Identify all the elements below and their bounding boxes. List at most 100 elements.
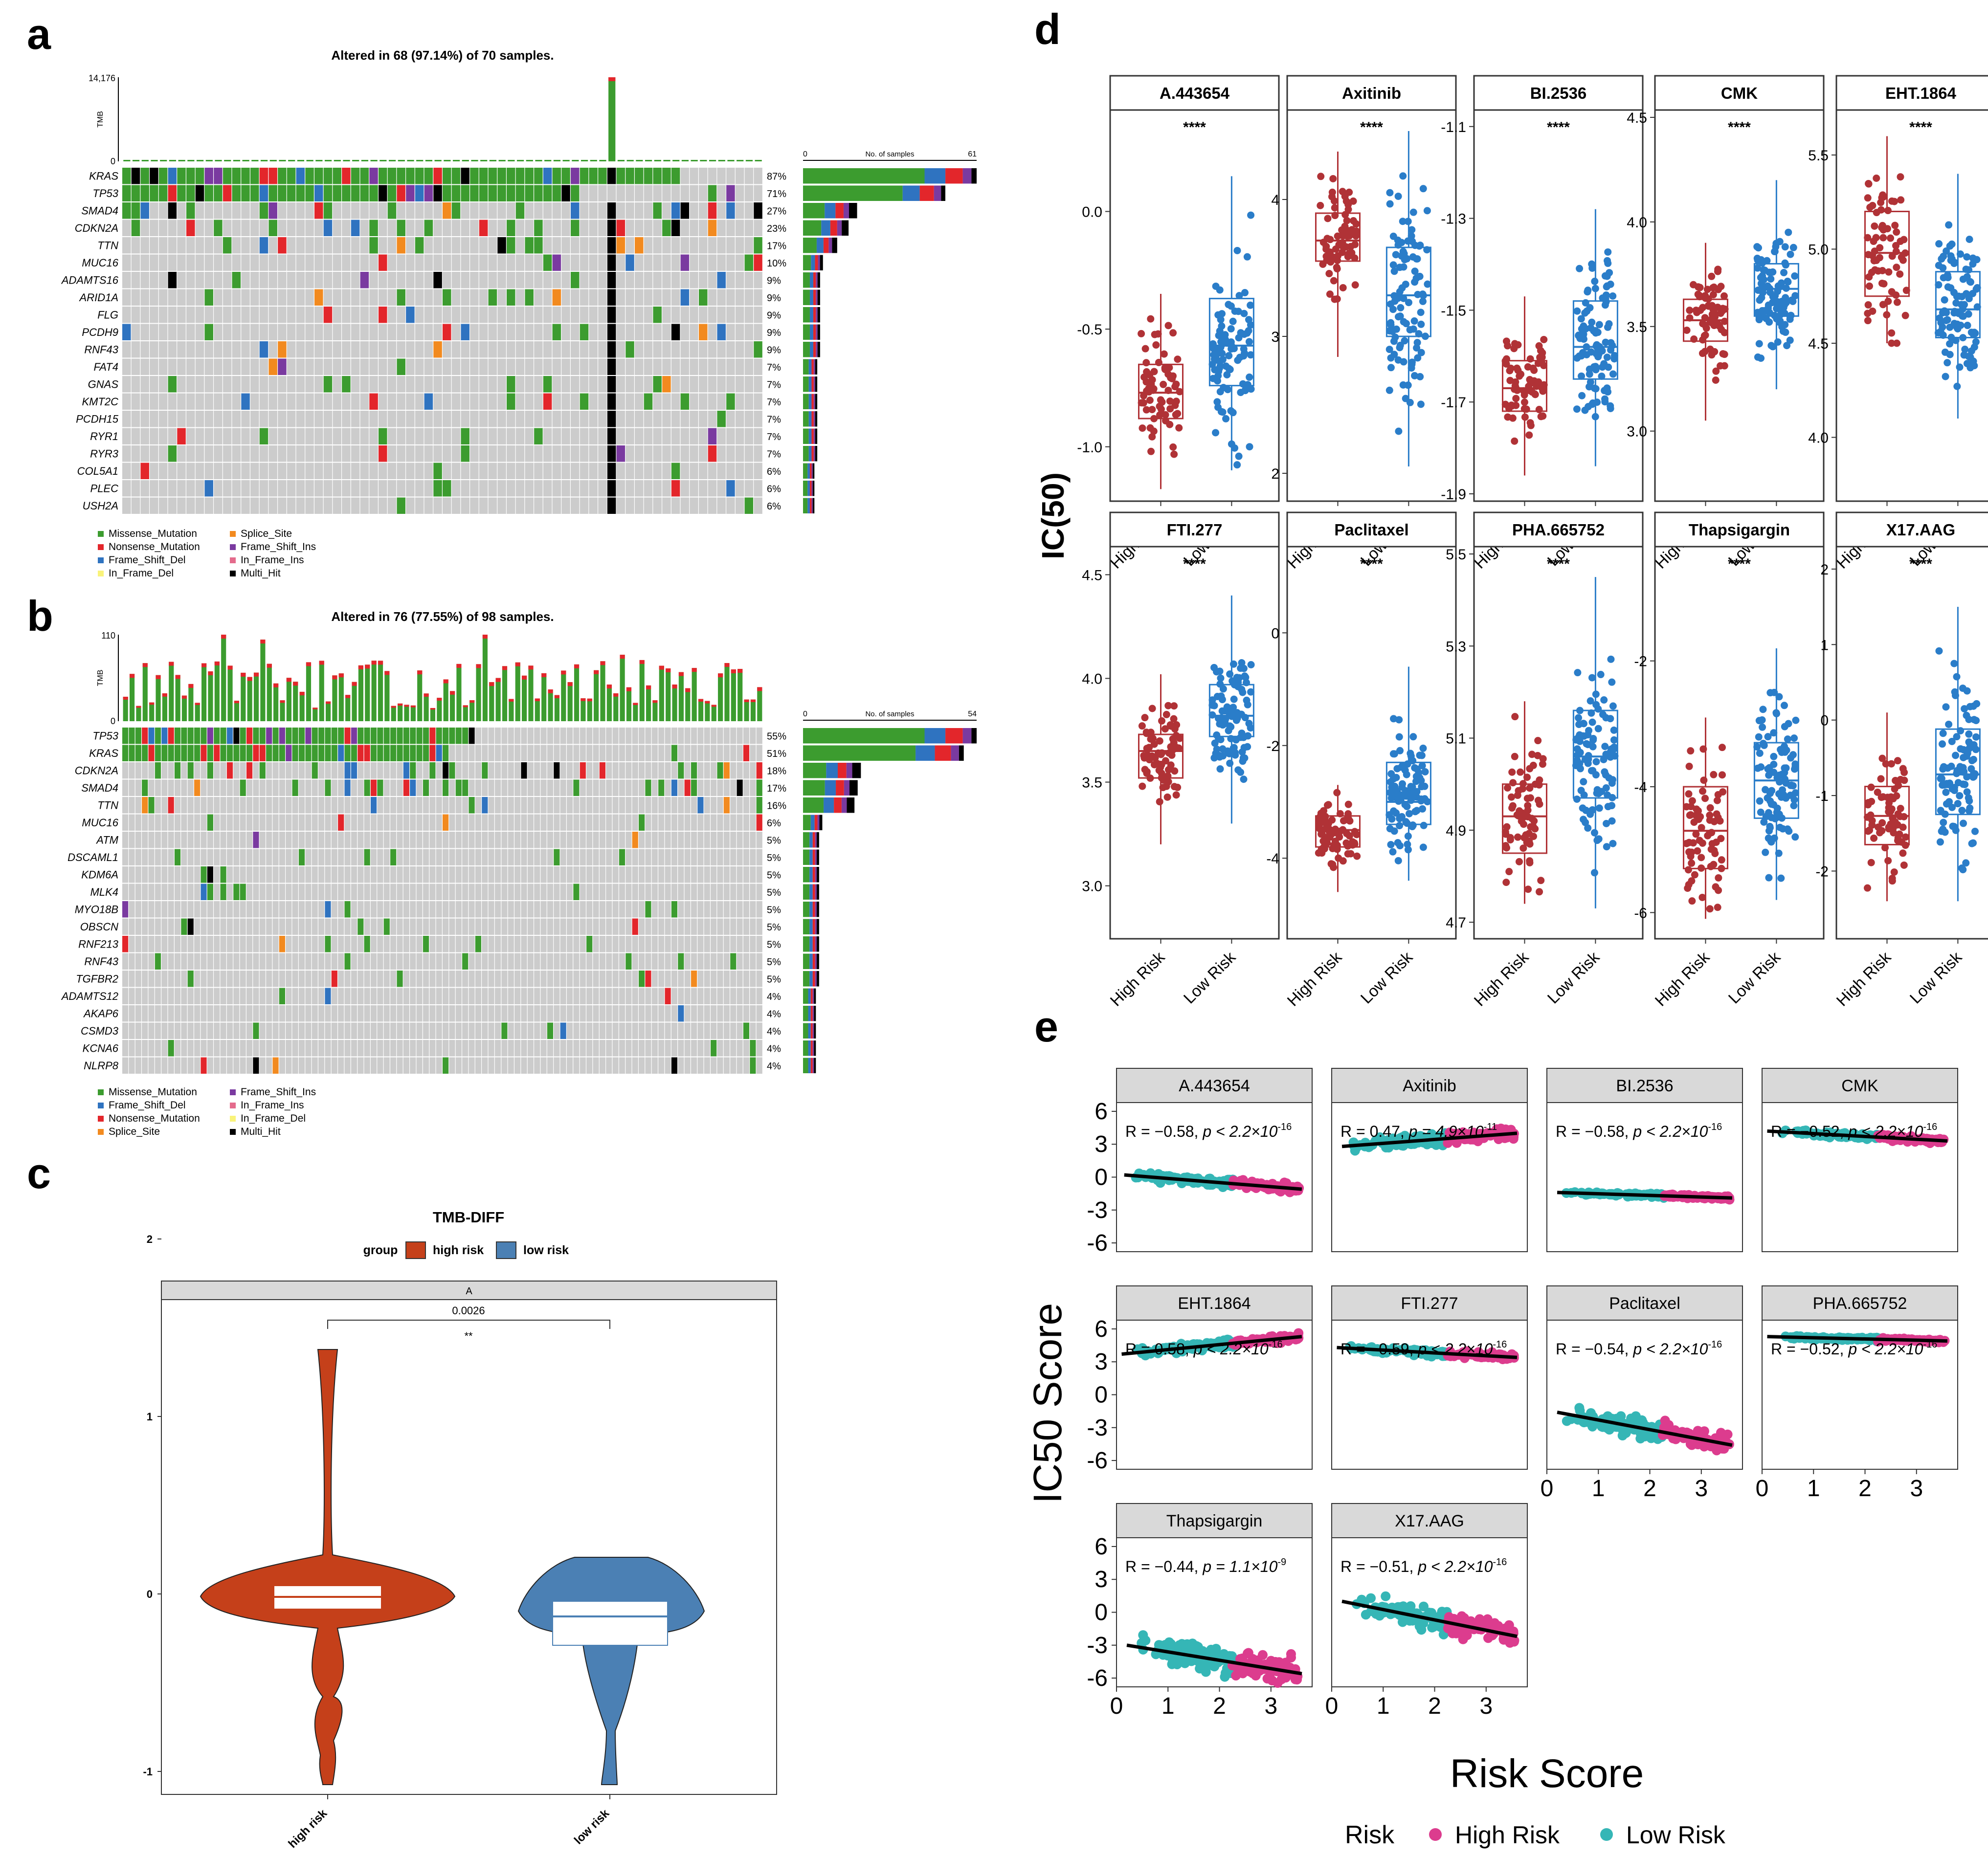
- point-high: [1163, 793, 1171, 801]
- mutation-cell: [644, 393, 653, 410]
- y-tick-label: -1.0: [1077, 440, 1102, 456]
- mutation-cell: [665, 797, 671, 814]
- mutation-cell: [351, 324, 360, 340]
- point-high: [1327, 258, 1335, 266]
- sample-bar-segment: [812, 971, 815, 987]
- mutation-cell: [534, 445, 543, 462]
- mutation-cell: [168, 307, 177, 323]
- sample-bar-segment: [916, 745, 935, 761]
- mutation-cell: [470, 376, 479, 393]
- point-low: [1217, 343, 1225, 351]
- mutation-cell: [223, 202, 232, 219]
- mutation-cell: [272, 936, 279, 952]
- mutation-cell: [665, 953, 671, 970]
- mutation-cell: [423, 849, 429, 865]
- mutation-cell: [717, 1040, 723, 1057]
- mutation-cell: [266, 849, 272, 865]
- gene-label: KCNA6: [83, 1042, 119, 1055]
- mutation-cell: [397, 463, 405, 479]
- mutation-cell: [131, 185, 140, 201]
- mutation-cell: [552, 237, 561, 254]
- mutation-cell: [253, 918, 259, 935]
- mutation-cell: [708, 237, 717, 254]
- point-high: [1712, 367, 1720, 375]
- mutation-cell: [540, 745, 547, 761]
- tmb-bar: [142, 663, 148, 721]
- tmb-bar-cap: [352, 682, 357, 686]
- mutation-cell: [754, 497, 762, 514]
- mutation-cell: [678, 832, 684, 848]
- tmb-bar: [416, 160, 424, 161]
- point-high: [1864, 301, 1872, 309]
- mutation-cell: [540, 936, 547, 952]
- mutation-cell: [207, 953, 213, 970]
- mutation-cell: [691, 797, 697, 814]
- mutation-cell: [488, 358, 497, 375]
- mutation-cell: [651, 1040, 658, 1057]
- mutation-cell: [645, 971, 651, 987]
- point-high: [1877, 199, 1885, 206]
- mutation-cell: [704, 797, 710, 814]
- sample-bar-segment: [803, 919, 810, 934]
- mutation-cell: [214, 728, 220, 744]
- sample-bar-segment: [838, 763, 847, 778]
- mutation-cell: [644, 254, 653, 271]
- mutation-cell: [717, 988, 723, 1004]
- tmb-bar-cap: [208, 671, 213, 676]
- gene-percent: 4%: [767, 1061, 781, 1072]
- mutation-cell: [342, 254, 351, 271]
- mutation-cell: [433, 341, 442, 358]
- mutation-cell: [697, 884, 704, 900]
- mutation-cell: [351, 237, 360, 254]
- mutation-cell: [158, 411, 168, 427]
- mutation-cell: [397, 797, 403, 814]
- mutation-cell: [527, 936, 534, 952]
- mutation-cell: [743, 849, 750, 865]
- mutation-cell: [364, 814, 370, 831]
- mutation-cell: [560, 779, 566, 796]
- mutation-cell: [186, 463, 195, 479]
- point-high: [1516, 372, 1523, 380]
- mutation-cell: [540, 814, 547, 831]
- mutation-cell: [671, 797, 678, 814]
- mutation-cell: [383, 814, 390, 831]
- mutation-cell: [357, 1005, 364, 1022]
- mutation-cell: [494, 918, 501, 935]
- mutation-cell: [142, 797, 148, 814]
- sample-bar-segment: [941, 185, 945, 201]
- sample-bar-segment: [808, 1058, 811, 1073]
- point-low: [1405, 299, 1412, 307]
- mutation-cell: [338, 1040, 344, 1057]
- mutation-cell: [571, 463, 580, 479]
- mutation-cell: [534, 202, 543, 219]
- mutation-cell: [369, 341, 378, 358]
- mutation-cell: [377, 936, 383, 952]
- mutation-cell: [534, 358, 543, 375]
- mutation-cell: [416, 745, 423, 761]
- mutation-cell: [726, 480, 735, 497]
- mutation-cell: [318, 866, 325, 883]
- mutation-cell: [377, 953, 383, 970]
- mutation-cell: [514, 936, 521, 952]
- mutation-cell: [272, 918, 279, 935]
- mutation-cell: [318, 779, 325, 796]
- mutation-cell: [443, 393, 451, 410]
- point-high: [1683, 327, 1691, 334]
- mutation-cell: [286, 901, 292, 918]
- tmb-bar: [391, 706, 396, 721]
- mutation-cell: [161, 1040, 168, 1057]
- point-high: [1324, 215, 1332, 222]
- mutation-cell: [606, 884, 612, 900]
- mutation-cell: [232, 445, 241, 462]
- mutation-cell: [573, 901, 580, 918]
- mutation-cell: [140, 497, 149, 514]
- mutation-cell: [443, 358, 451, 375]
- mutation-cell: [158, 185, 168, 201]
- mutation-cell: [325, 745, 331, 761]
- point-low: [1573, 307, 1581, 315]
- mutation-cell: [314, 202, 323, 219]
- sample-bar-segment: [836, 780, 844, 796]
- mutation-cell: [131, 428, 140, 444]
- mutation-cell: [612, 1005, 619, 1022]
- mutation-cell: [214, 762, 220, 779]
